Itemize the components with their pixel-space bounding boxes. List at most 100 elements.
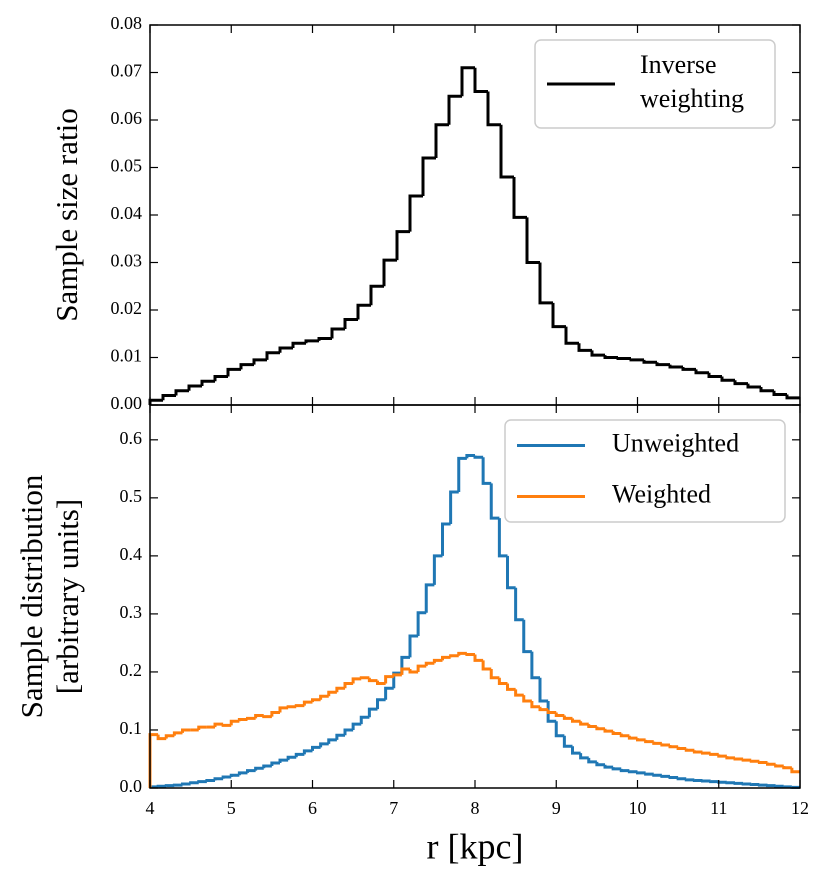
histogram-step [525,217,540,264]
histogram-step [701,779,711,783]
histogram-step [335,733,345,740]
histogram-step [392,671,402,689]
histogram-step [441,522,451,556]
histogram-step [189,781,199,785]
histogram-step [717,780,727,784]
histogram-step [709,780,719,784]
y-axis-label: [arbitrary units] [50,499,85,694]
histogram-step [278,758,289,764]
histogram-step [481,457,492,485]
histogram-step [384,686,394,700]
histogram-step [213,777,224,781]
x-tick-label: 12 [791,798,809,818]
histogram-step [590,350,605,357]
histogram-step [668,745,679,749]
histogram-step [733,781,744,785]
histogram-step [164,784,175,788]
histogram-step [655,362,670,367]
histogram-step [644,739,654,744]
histogram-step [562,715,573,720]
histogram-step [554,721,565,738]
histogram-step [652,741,662,745]
y-axis-label: Sample size ratio [49,108,84,322]
histogram-step [619,768,630,773]
histogram-step [213,375,228,382]
histogram-step [692,750,703,754]
histogram-step [181,728,191,733]
histogram-step [164,734,175,739]
histogram-step [506,683,516,691]
histogram-step [782,765,792,770]
y-tick-label: 0.5 [120,486,143,506]
histogram-step [749,783,760,787]
histogram-step [327,690,337,697]
y-tick-label: 0.4 [120,544,143,564]
histogram-step [629,358,644,362]
histogram-step [652,773,662,777]
histogram-step [616,356,631,360]
histogram-step [156,784,167,788]
histogram-step [384,675,394,684]
histogram-step [457,456,467,493]
histogram-step [319,742,329,748]
histogram-step [530,700,540,709]
y-tick-label: 0.02 [111,298,143,318]
histogram-step [262,715,272,719]
histogram-step [432,658,443,664]
histogram-step [746,383,761,389]
histogram-step [571,718,581,723]
histogram-step [317,337,332,341]
y-tick-label: 0.03 [111,251,143,271]
histogram-step [619,733,630,738]
histogram-step [627,735,638,740]
histogram-step [473,67,488,93]
histogram-step [684,778,695,782]
histogram-step [707,372,722,378]
histogram-step [416,664,427,672]
histogram-step [766,762,776,766]
histogram-step [449,490,459,524]
histogram-step [270,761,280,766]
legend-label: Weighted [612,479,711,508]
histogram-step [252,358,267,365]
y-tick-label: 0.01 [111,346,143,366]
histogram-step [294,752,305,758]
histogram-step [577,343,592,352]
histogram-step [187,384,202,391]
histogram-step [741,782,752,786]
histogram-step [221,775,232,779]
histogram-step [359,676,370,680]
histogram-step [603,355,618,359]
histogram-step [595,726,605,731]
histogram-step [408,194,423,232]
legend-box [534,39,776,129]
histogram-step [522,619,532,654]
histogram-step [291,341,306,348]
histogram-step [237,718,248,722]
legend-label: Inverse weighting [640,50,744,113]
x-axis-label: r [kpc] [427,826,524,866]
histogram-step [603,728,614,733]
histogram-step [790,767,800,774]
histogram-step [473,654,484,662]
histogram-step [172,731,183,736]
histogram-step [725,781,735,785]
histogram-step [668,364,683,369]
histogram-step [424,661,435,667]
histogram-step [392,673,402,677]
histogram-step [562,735,573,748]
histogram-step [579,721,589,726]
histogram-step [489,483,500,520]
histogram-step [311,698,321,703]
histogram-step [330,327,345,339]
y-axis-label: Sample distribution [14,474,49,718]
y-tick-label: 0.07 [111,61,143,81]
histogram-step [514,587,524,622]
histogram-step [611,767,622,771]
histogram-step [311,745,321,751]
histogram-step [246,769,256,773]
histogram-step [369,284,384,306]
histogram-step [286,755,297,761]
histogram-step [785,394,800,400]
y-tick-label: 0.06 [111,108,143,128]
